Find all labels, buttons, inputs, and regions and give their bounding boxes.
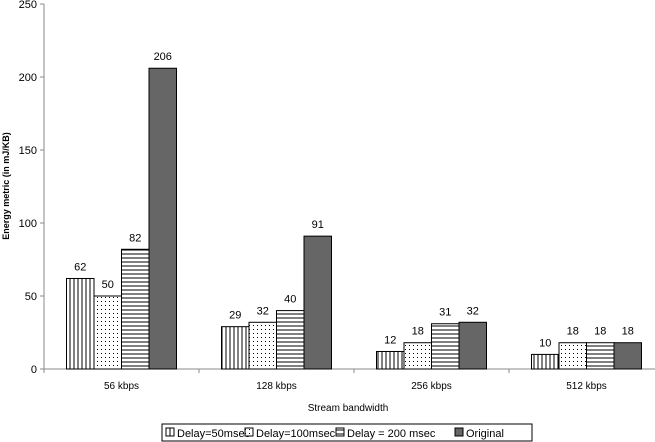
x-tick-label: 128 kbps xyxy=(256,381,297,392)
legend: Delay=50msec Delay=100msec Delay = 200 mse… xyxy=(161,423,533,442)
bar xyxy=(221,326,250,370)
legend-swatch xyxy=(454,427,464,437)
bar xyxy=(558,342,587,370)
data-label: 12 xyxy=(384,334,396,346)
bar xyxy=(148,67,177,370)
data-label: 82 xyxy=(129,232,141,244)
data-label: 206 xyxy=(154,51,172,63)
y-tick-label: 250 xyxy=(19,0,37,11)
legend-entry: Delay=100msec xyxy=(256,428,336,440)
data-label: 10 xyxy=(539,337,551,349)
data-label: 32 xyxy=(467,305,479,317)
y-tick-label: 150 xyxy=(19,145,37,157)
legend-swatch xyxy=(244,427,254,437)
legend-entry: Delay=50msec xyxy=(177,428,251,440)
y-axis-label: Energy metric (in mJ/KB) xyxy=(1,132,11,240)
data-label: 18 xyxy=(567,326,579,338)
x-axis-label: Stream bandwidth xyxy=(308,403,389,414)
data-label: 32 xyxy=(257,305,269,317)
legend-entry: Delay = 200 msec xyxy=(347,428,436,440)
bar xyxy=(458,321,487,370)
bar xyxy=(431,323,460,370)
data-label: 18 xyxy=(594,326,606,338)
bar xyxy=(403,342,432,370)
x-tick-label: 512 kbps xyxy=(566,381,607,392)
bar xyxy=(93,295,122,370)
y-tick-label: 50 xyxy=(25,291,37,303)
data-label: 31 xyxy=(439,307,451,319)
legend-box xyxy=(161,423,533,442)
bar xyxy=(66,277,95,370)
x-tick-label: 256 kbps xyxy=(411,381,452,392)
bar xyxy=(531,353,560,370)
legend-entry: Original xyxy=(466,428,504,440)
bar xyxy=(586,342,615,370)
y-tick-label: 200 xyxy=(19,72,37,84)
data-label: 50 xyxy=(102,279,114,291)
bar xyxy=(276,310,305,370)
legend-swatch xyxy=(335,427,345,437)
y-tick-label: 100 xyxy=(19,218,37,230)
data-label: 91 xyxy=(312,219,324,231)
data-label: 29 xyxy=(229,310,241,322)
bar xyxy=(121,248,150,370)
bar xyxy=(248,321,277,370)
x-tick-label: 56 kbps xyxy=(104,381,139,392)
bar xyxy=(613,342,642,370)
y-tick-label: 0 xyxy=(31,364,37,376)
data-label: 62 xyxy=(74,261,86,273)
data-label: 18 xyxy=(412,326,424,338)
bar xyxy=(376,350,405,370)
data-label: 18 xyxy=(622,326,634,338)
data-label: 40 xyxy=(284,294,296,306)
legend-swatch xyxy=(165,427,175,437)
bar xyxy=(303,235,332,370)
